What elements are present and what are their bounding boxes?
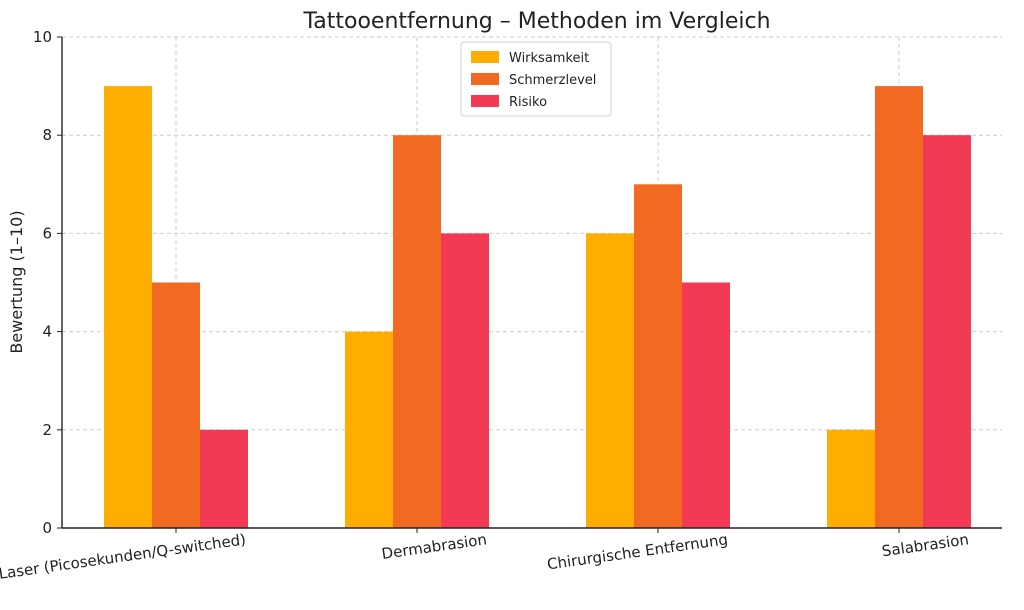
x-tick-label: Salabrasion xyxy=(881,530,970,560)
y-tick-label: 6 xyxy=(42,224,52,242)
bar-risiko xyxy=(441,233,489,528)
x-tick-label: Chirurgische Entfernung xyxy=(546,530,729,573)
bars xyxy=(104,86,971,529)
bar-wirksamkeit xyxy=(345,331,393,528)
y-tick-label: 10 xyxy=(33,28,52,46)
legend-label: Risiko xyxy=(509,95,547,110)
x-tick-label: Laser (Picosekunden/Q-switched) xyxy=(0,530,247,583)
y-tick-label: 8 xyxy=(42,126,52,144)
bar-schmerzlevel xyxy=(634,184,682,529)
legend-swatch xyxy=(471,51,499,63)
bar-risiko xyxy=(682,282,730,528)
bar-schmerzlevel xyxy=(152,282,200,528)
x-tick-label: Dermabrasion xyxy=(380,530,488,563)
legend-swatch xyxy=(471,95,499,107)
legend-swatch xyxy=(471,73,499,85)
y-axis-label: Bewertung (1–10) xyxy=(7,210,26,353)
bar-wirksamkeit xyxy=(827,429,875,528)
bar-risiko xyxy=(923,135,971,528)
axes xyxy=(57,36,1002,533)
bar-risiko xyxy=(200,429,248,528)
bar-schmerzlevel xyxy=(393,135,441,528)
chart-title: Tattooentfernung – Methoden im Vergleich xyxy=(302,9,770,34)
bar-schmerzlevel xyxy=(875,86,923,528)
legend: Wirksamkeit Schmerzlevel Risiko xyxy=(460,41,612,117)
y-tick-label: 2 xyxy=(42,421,52,439)
y-tick-labels: 0 2 4 6 8 10 xyxy=(33,28,52,537)
y-tick-label: 0 xyxy=(42,519,52,537)
y-tick-label: 4 xyxy=(42,323,52,341)
x-tick-labels: Laser (Picosekunden/Q-switched) Dermabras… xyxy=(0,530,970,583)
bar-wirksamkeit xyxy=(586,233,634,528)
legend-label: Wirksamkeit xyxy=(509,51,589,66)
bar-wirksamkeit xyxy=(104,86,152,528)
legend-label: Schmerzlevel xyxy=(509,73,596,88)
